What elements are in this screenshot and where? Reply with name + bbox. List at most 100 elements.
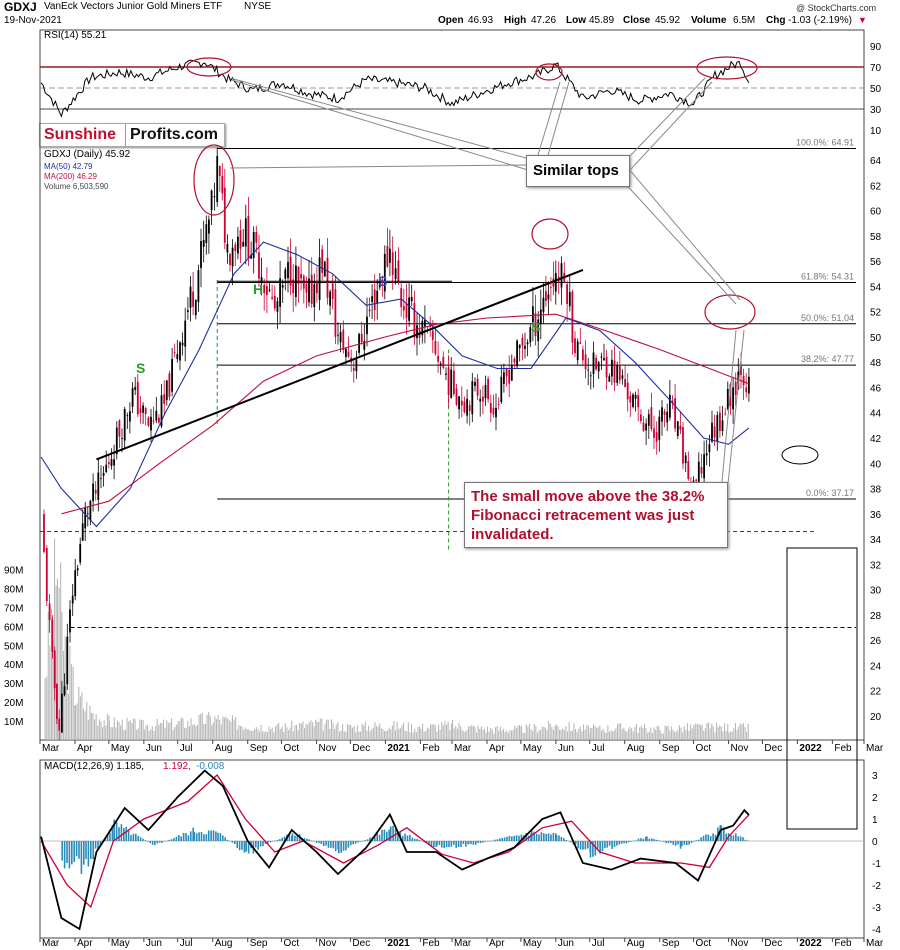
volume-bar bbox=[260, 724, 262, 740]
candle-body bbox=[56, 683, 58, 720]
hs-label-s2: S bbox=[378, 273, 387, 289]
candle-body bbox=[516, 340, 518, 367]
candle-body bbox=[360, 333, 363, 343]
macd-x-tick-label: Jun bbox=[558, 938, 574, 949]
volume-bar bbox=[187, 720, 189, 740]
macd-title-signal: 1.192, bbox=[163, 761, 191, 772]
volume-bar bbox=[731, 731, 733, 740]
volume-bar bbox=[75, 705, 77, 740]
volume-bar bbox=[332, 722, 334, 740]
volume-bar bbox=[100, 721, 102, 740]
volume-bar bbox=[479, 729, 481, 740]
price-tick-label: 60 bbox=[870, 207, 882, 218]
volume-bar bbox=[182, 718, 184, 740]
volume-bar bbox=[719, 725, 721, 740]
volume-bar bbox=[725, 730, 727, 740]
candle-body bbox=[308, 278, 310, 303]
volume-bar bbox=[511, 730, 513, 740]
volume-bar bbox=[250, 730, 252, 740]
candle-body bbox=[48, 603, 51, 620]
macd-hist-bar bbox=[130, 835, 132, 841]
volume-bar bbox=[350, 728, 352, 740]
candle-body bbox=[505, 368, 508, 377]
candle-body bbox=[184, 320, 187, 347]
candle-body bbox=[552, 278, 555, 287]
macd-hist-bar bbox=[115, 822, 118, 841]
volume-bar bbox=[714, 732, 716, 740]
rsi-top-ellipse-1 bbox=[186, 57, 232, 77]
candle-body bbox=[268, 289, 271, 291]
volume-bar bbox=[268, 726, 270, 740]
candle-body bbox=[200, 241, 202, 269]
macd-hist-bar bbox=[567, 841, 570, 842]
price-x-tick-label: Dec bbox=[764, 743, 782, 754]
candle-body bbox=[682, 427, 684, 464]
volume-bar bbox=[589, 727, 591, 740]
candle-body bbox=[147, 417, 150, 426]
price-title: GDXJ (Daily) 45.92 bbox=[44, 149, 131, 160]
macd-hist-bar bbox=[99, 841, 102, 846]
volume-bar bbox=[374, 722, 376, 740]
candle-body bbox=[160, 395, 163, 427]
candle-body bbox=[394, 268, 397, 280]
candle-body bbox=[118, 420, 121, 437]
price-x-tick-label: Mar bbox=[42, 743, 60, 754]
volume-bar bbox=[304, 727, 306, 740]
price-x-tick-label: Jun bbox=[146, 743, 162, 754]
macd-hist-bar bbox=[75, 841, 78, 857]
volume-bar bbox=[131, 723, 133, 740]
candle-body bbox=[711, 422, 713, 442]
volume-value: 6.5M bbox=[733, 15, 756, 26]
macd-hist-bar bbox=[455, 841, 457, 848]
macd-hist-bar bbox=[525, 833, 527, 841]
macd-hist-bar bbox=[245, 841, 247, 852]
macd-hist-bar bbox=[68, 841, 71, 869]
volume-bar bbox=[286, 727, 288, 740]
macd-line bbox=[40, 769, 750, 931]
volume-bar bbox=[583, 724, 585, 740]
macd-hist-bar bbox=[178, 835, 180, 841]
volume-bar bbox=[708, 722, 710, 740]
macd-hist-bar bbox=[306, 838, 308, 841]
volume-bar bbox=[50, 608, 52, 740]
volume-bar bbox=[739, 723, 741, 740]
volume-bar bbox=[493, 733, 495, 740]
macd-hist-bar bbox=[565, 840, 567, 841]
macd-hist-bar bbox=[655, 839, 658, 841]
macd-hist-bar bbox=[700, 837, 702, 841]
candle-body bbox=[503, 372, 505, 384]
macd-hist-bar bbox=[185, 833, 187, 841]
macd-hist-bar bbox=[234, 841, 236, 844]
macd-hist-bar bbox=[163, 841, 166, 842]
candle-body bbox=[181, 342, 184, 346]
candle-body bbox=[624, 379, 626, 388]
volume-bar bbox=[136, 729, 138, 740]
macd-hist-bar bbox=[552, 833, 555, 841]
macd-hist-bar bbox=[120, 824, 123, 841]
volume-bar bbox=[620, 723, 622, 740]
candle-body bbox=[455, 388, 458, 405]
macd-hist-bar bbox=[739, 836, 742, 841]
candle-body bbox=[734, 381, 737, 395]
macd-x-tick-label: Apr bbox=[77, 938, 93, 949]
volume-bar bbox=[340, 730, 342, 740]
candle-body bbox=[740, 366, 742, 375]
volume-bar bbox=[514, 725, 516, 740]
price-tick-label: 40 bbox=[870, 459, 882, 470]
candle-body bbox=[542, 297, 545, 313]
candle-body bbox=[439, 363, 442, 365]
volume-bar bbox=[227, 718, 229, 740]
volume-bar bbox=[565, 726, 567, 740]
price-tick-label: 28 bbox=[870, 611, 882, 622]
callout-pointer bbox=[619, 177, 737, 305]
volume-bar bbox=[86, 701, 88, 740]
macd-hist-bar bbox=[132, 833, 135, 841]
logo-divider bbox=[125, 124, 126, 146]
volume-bar bbox=[366, 730, 368, 740]
candle-body bbox=[719, 412, 721, 431]
candle-body bbox=[471, 381, 474, 415]
macd-hist-bar bbox=[705, 834, 707, 841]
macd-hist-bar bbox=[61, 841, 63, 861]
candle-body bbox=[595, 357, 597, 370]
candle-body bbox=[292, 279, 295, 294]
